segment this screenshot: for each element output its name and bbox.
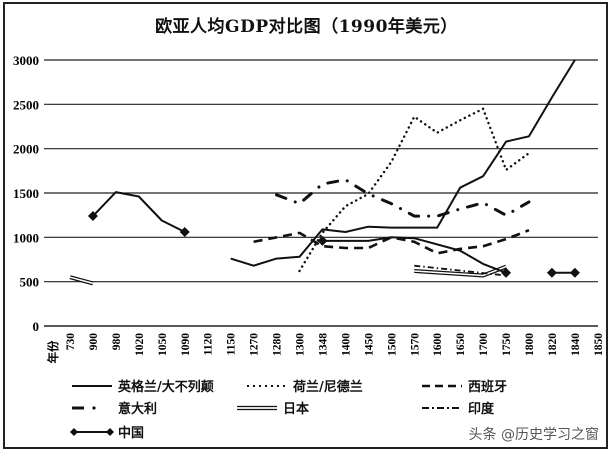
x-tick-label: 1820 bbox=[547, 333, 559, 356]
legend-item-china: 中国 bbox=[70, 422, 144, 441]
y-tick-label: 0 bbox=[33, 319, 40, 334]
series-line bbox=[322, 236, 507, 274]
x-tick-label: 730 bbox=[65, 333, 77, 351]
x-tick-label: 1400 bbox=[340, 333, 352, 356]
x-tick-label: 1600 bbox=[432, 333, 444, 356]
diamond-marker bbox=[317, 235, 328, 246]
legend-item-uk: 英格兰/大不列颠 bbox=[70, 376, 214, 395]
legend-item-japan: 日本 bbox=[235, 398, 309, 417]
x-tick-label: 1450 bbox=[363, 333, 375, 356]
x-tick-label: 1840 bbox=[570, 333, 582, 356]
x-tick-label: 1050 bbox=[157, 333, 169, 356]
legend-item-spain: 西班牙 bbox=[420, 376, 507, 395]
x-tick-label: 1850 bbox=[593, 333, 605, 356]
x-tick-label: 1700 bbox=[478, 333, 490, 356]
series-line bbox=[298, 107, 531, 273]
legend-item-italy: 意大利 bbox=[70, 398, 157, 417]
solid-line-icon bbox=[72, 384, 112, 387]
x-tick-label: 900 bbox=[88, 333, 100, 351]
dash-dot-line-icon bbox=[72, 405, 96, 410]
series-line bbox=[230, 59, 576, 267]
x-tick-label: 1090 bbox=[180, 333, 192, 356]
x-tick-label: 1500 bbox=[386, 333, 398, 356]
x-tick-label: 980 bbox=[111, 333, 123, 351]
y-tick-label: 3000 bbox=[13, 53, 39, 68]
y-tick-label: 1500 bbox=[13, 186, 39, 201]
watermark: 头条 @历史学习之窗 bbox=[468, 427, 599, 443]
chart-frame bbox=[3, 2, 608, 449]
diamond-marker bbox=[501, 267, 512, 278]
y-tick-label: 500 bbox=[20, 275, 40, 290]
y-tick-label: 2000 bbox=[13, 142, 39, 157]
series-line-inner bbox=[69, 276, 94, 285]
x-tick-label: 1300 bbox=[295, 333, 307, 356]
diamond-line-icon bbox=[70, 427, 114, 436]
y-tick-label: 1000 bbox=[13, 230, 39, 245]
x-tick-label: 1348 bbox=[317, 333, 329, 356]
x-tick-label: 1150 bbox=[226, 333, 238, 356]
x-tick-label: 1120 bbox=[203, 333, 215, 356]
dashed-line-icon bbox=[422, 384, 462, 387]
dash-dot-dot-line-icon bbox=[422, 406, 462, 409]
x-tick-label: 1750 bbox=[501, 333, 513, 356]
double-line-icon bbox=[237, 405, 277, 410]
series-line bbox=[253, 228, 530, 255]
x-tick-label: 1570 bbox=[409, 333, 421, 356]
y-tick-label: 2500 bbox=[13, 97, 39, 112]
x-tick-label: 1650 bbox=[455, 333, 467, 356]
legend-item-india: 印度 bbox=[420, 398, 494, 417]
diamond-marker bbox=[87, 211, 98, 222]
x-tick-label: 1280 bbox=[272, 333, 284, 356]
series-line bbox=[414, 264, 507, 277]
x-axis-label: 年份 bbox=[46, 340, 60, 363]
x-tick-label: 1800 bbox=[524, 333, 536, 356]
diamond-marker bbox=[546, 267, 557, 278]
diamond-marker bbox=[569, 267, 580, 278]
x-tick-label: 1020 bbox=[134, 333, 146, 356]
dotted-line-icon bbox=[247, 384, 287, 387]
x-tick-label: 1270 bbox=[249, 333, 261, 356]
series-line bbox=[275, 178, 531, 218]
chart-title: 欧亚人均GDP对比图（1990年美元） bbox=[155, 17, 458, 37]
series-line bbox=[92, 191, 186, 233]
diamond-marker bbox=[179, 227, 190, 238]
legend-item-netherlands: 荷兰/尼德兰 bbox=[245, 376, 363, 395]
